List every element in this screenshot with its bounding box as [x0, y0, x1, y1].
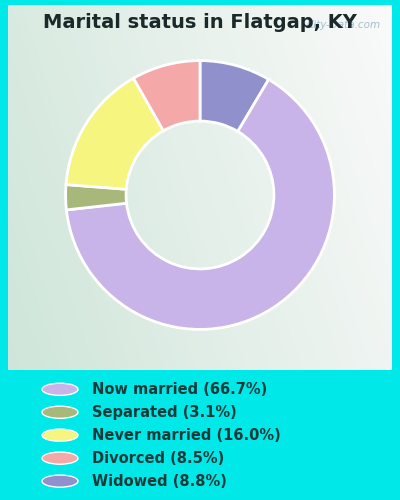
Wedge shape [200, 60, 269, 132]
Wedge shape [66, 80, 334, 330]
Text: Never married (16.0%): Never married (16.0%) [92, 428, 281, 442]
Circle shape [42, 383, 78, 396]
Text: Widowed (8.8%): Widowed (8.8%) [92, 474, 227, 488]
Wedge shape [66, 184, 126, 210]
Text: Now married (66.7%): Now married (66.7%) [92, 382, 267, 397]
Text: Separated (3.1%): Separated (3.1%) [92, 405, 237, 420]
Text: Divorced (8.5%): Divorced (8.5%) [92, 450, 224, 466]
Text: Marital status in Flatgap, KY: Marital status in Flatgap, KY [43, 12, 357, 32]
Wedge shape [66, 78, 163, 190]
Circle shape [42, 429, 78, 442]
Wedge shape [134, 60, 200, 131]
Circle shape [42, 475, 78, 487]
Circle shape [42, 452, 78, 464]
Text: City-Data.com: City-Data.com [306, 20, 380, 30]
Circle shape [42, 406, 78, 418]
